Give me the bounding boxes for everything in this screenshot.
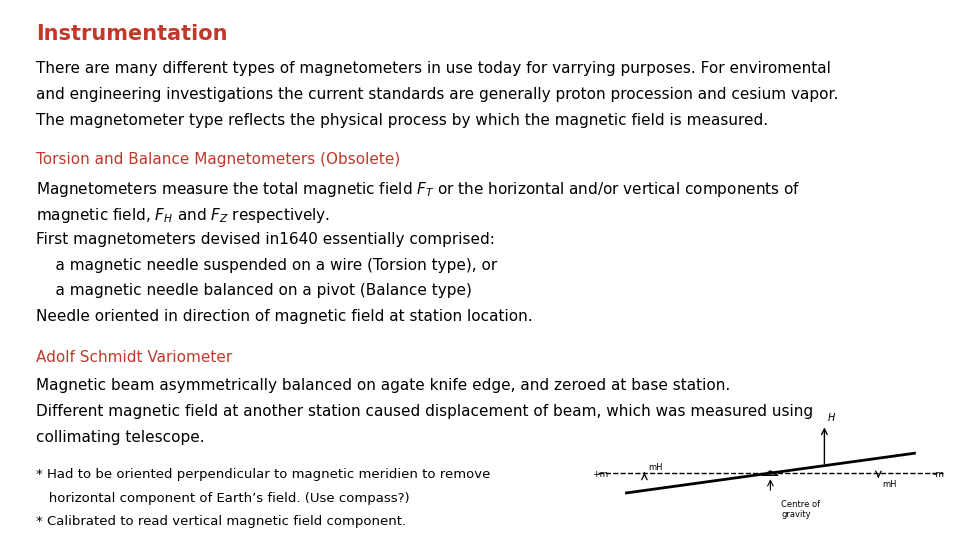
Text: H: H <box>828 414 835 423</box>
Text: mH: mH <box>882 480 897 489</box>
Text: magnetic field, $F_H$ and $F_Z$ respectively.: magnetic field, $F_H$ and $F_Z$ respecti… <box>36 206 330 225</box>
Text: Different magnetic field at another station caused displacement of beam, which w: Different magnetic field at another stat… <box>36 404 814 419</box>
Text: a magnetic needle balanced on a pivot (Balance type): a magnetic needle balanced on a pivot (B… <box>36 284 472 299</box>
Text: a magnetic needle suspended on a wire (Torsion type), or: a magnetic needle suspended on a wire (T… <box>36 258 497 273</box>
Text: Needle oriented in direction of magnetic field at station location.: Needle oriented in direction of magnetic… <box>36 309 533 324</box>
Text: mH: mH <box>648 463 662 472</box>
Text: Torsion and Balance Magnetometers (Obsolete): Torsion and Balance Magnetometers (Obsol… <box>36 152 400 167</box>
Text: Instrumentation: Instrumentation <box>36 24 228 44</box>
Text: First magnetometers devised in1640 essentially comprised:: First magnetometers devised in1640 essen… <box>36 232 495 247</box>
Text: +m: +m <box>592 470 609 478</box>
Text: Magnetometers measure the total magnetic field $F_T$ or the horizontal and/or ve: Magnetometers measure the total magnetic… <box>36 180 801 199</box>
Text: and engineering investigations the current standards are generally proton proces: and engineering investigations the curre… <box>36 87 839 102</box>
Text: collimating telescope.: collimating telescope. <box>36 430 205 445</box>
Text: -m: -m <box>932 470 945 478</box>
Text: Adolf Schmidt Variometer: Adolf Schmidt Variometer <box>36 350 232 365</box>
Text: * Calibrated to read vertical magnetic field component.: * Calibrated to read vertical magnetic f… <box>36 515 407 529</box>
Text: Magnetic beam asymmetrically balanced on agate knife edge, and zeroed at base st: Magnetic beam asymmetrically balanced on… <box>36 379 731 393</box>
Text: horizontal component of Earth’s field. (Use compass?): horizontal component of Earth’s field. (… <box>36 491 410 504</box>
Text: The magnetometer type reflects the physical process by which the magnetic field : The magnetometer type reflects the physi… <box>36 113 769 127</box>
Text: * Had to be oriented perpendicular to magnetic meridien to remove: * Had to be oriented perpendicular to ma… <box>36 468 491 481</box>
Text: There are many different types of magnetometers in use today for varrying purpos: There are many different types of magnet… <box>36 61 831 76</box>
Text: Centre of
gravity: Centre of gravity <box>781 500 821 519</box>
